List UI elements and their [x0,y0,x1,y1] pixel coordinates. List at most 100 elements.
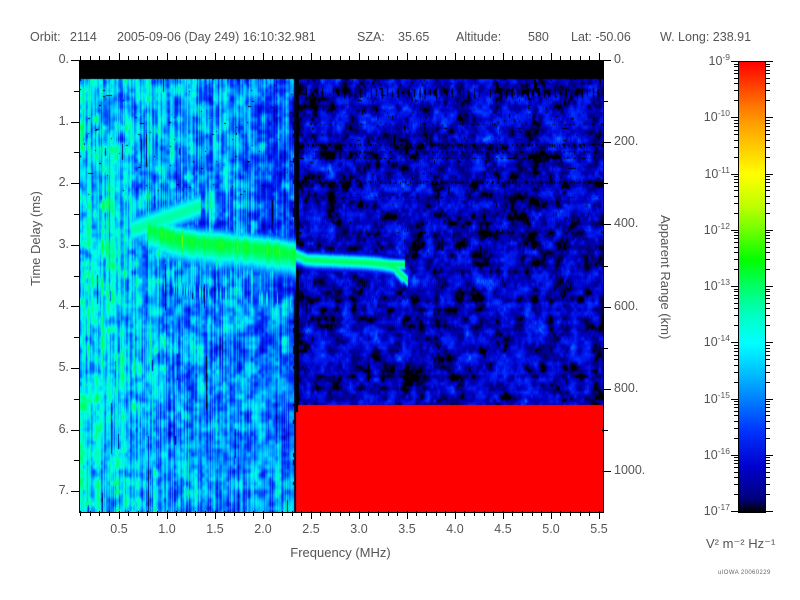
colorbar-major-tick--9 [731,61,739,62]
colorbar-major-tick-right--17 [765,511,773,512]
colorbar-minor-tick-right [765,126,770,127]
x-minor-tick [272,511,273,516]
x-minor-tick [176,511,177,516]
colorbar-minor-tick-right [765,401,770,402]
x-tick-label-3: 3.0 [350,522,368,536]
x-minor-tick [128,511,129,516]
x-minor-tick [541,511,542,516]
colorbar-minor-tick [734,90,739,91]
colorbar-minor-tick [734,351,739,352]
y-major-tick-3 [71,245,80,246]
y-major-tick-0 [71,60,80,61]
colorbar-minor-tick-right [765,242,770,243]
colorbar-minor-tick [734,407,739,408]
x-minor-tick [292,511,293,516]
altitude-label: Altitude: [456,30,502,44]
colorbar-minor-tick [734,235,739,236]
colorbar-minor-tick [734,176,739,177]
x-minor-tick-top [426,56,427,61]
y2-minor-tick [602,101,608,102]
colorbar-minor-tick [734,298,739,299]
y2-tick-label-200: 200. [614,134,639,148]
colorbar-minor-tick-right [765,411,770,412]
colorbar-minor-tick [734,83,739,84]
x-major-tick-top-5.5 [599,53,600,61]
y-tick-label-7: 7. [58,483,69,497]
colorbar-minor-tick-right [765,196,770,197]
colorbar-minor-tick-right [765,308,770,309]
colorbar-tick-label--13: 10-13 [703,277,730,294]
x-minor-tick-top [541,56,542,61]
orbit-value: 2114 [70,30,97,44]
x-minor-tick-top [560,56,561,61]
colorbar-minor-tick-right [765,247,770,248]
ionogram-plot-area[interactable] [79,60,604,513]
colorbar-minor-tick-right [765,179,770,180]
y2-tick-label-800: 800. [614,381,639,395]
colorbar-minor-tick [734,252,739,253]
x-minor-tick-top [90,56,91,61]
x-minor-tick-top [570,56,571,61]
credit-watermark: uIOWA 20060229 [718,570,771,576]
colorbar-minor-tick-right [765,295,770,296]
colorbar-minor-tick [734,411,739,412]
x-tick-label-0.5: 0.5 [110,522,128,536]
x-minor-tick [589,511,590,516]
colorbar-minor-tick [734,494,739,495]
colorbar [738,61,766,513]
x-tick-label-2: 2.0 [254,522,272,536]
y-minor-tick [74,91,80,92]
colorbar-minor-tick [734,203,739,204]
y-tick-label-6: 6. [58,422,69,436]
colorbar-minor-tick [734,295,739,296]
x-major-tick-4.5 [503,511,504,519]
colorbar-minor-tick-right [765,298,770,299]
x-minor-tick-top [445,56,446,61]
colorbar-minor-tick [734,157,739,158]
colorbar-minor-tick-right [765,477,770,478]
x-minor-tick [436,511,437,516]
colorbar-minor-tick-right [765,463,770,464]
colorbar-minor-tick-right [765,315,770,316]
colorbar-minor-tick-right [765,494,770,495]
colorbar-minor-tick-right [765,203,770,204]
y-minor-tick [74,276,80,277]
x-minor-tick [445,511,446,516]
x-minor-tick-top [282,56,283,61]
x-tick-label-5.5: 5.5 [590,522,608,536]
y-major-tick-5 [71,368,80,369]
x-minor-tick-top [253,56,254,61]
x-minor-tick-top [436,56,437,61]
x-minor-tick [416,511,417,516]
colorbar-major-tick-right--16 [765,455,773,456]
colorbar-minor-tick [734,365,739,366]
colorbar-minor-tick [734,477,739,478]
colorbar-major-tick--16 [731,455,739,456]
colorbar-minor-tick [734,308,739,309]
colorbar-minor-tick-right [765,73,770,74]
y2-minor-tick [602,266,608,267]
colorbar-minor-tick [734,460,739,461]
colorbar-minor-tick [734,484,739,485]
colorbar-minor-tick [734,140,739,141]
x-tick-label-5: 5.0 [542,522,560,536]
y-tick-label-4: 4. [58,298,69,312]
y-tick-label-2: 2. [58,175,69,189]
colorbar-major-tick--11 [731,174,739,175]
x-major-tick-top-0.5 [119,53,120,61]
colorbar-minor-tick [734,348,739,349]
colorbar-minor-tick-right [765,90,770,91]
colorbar-minor-tick [734,100,739,101]
x-minor-tick [532,511,533,516]
colorbar-tick-label--9: 10-9 [708,52,730,69]
colorbar-minor-tick [734,179,739,180]
colorbar-minor-tick [734,73,739,74]
colorbar-minor-tick-right [765,325,770,326]
y-major-tick-6 [71,430,80,431]
x-minor-tick-top [368,56,369,61]
colorbar-minor-tick [734,147,739,148]
x-minor-tick [157,511,158,516]
colorbar-minor-tick [734,438,739,439]
colorbar-minor-tick-right [765,359,770,360]
x-major-tick-5 [551,511,552,519]
